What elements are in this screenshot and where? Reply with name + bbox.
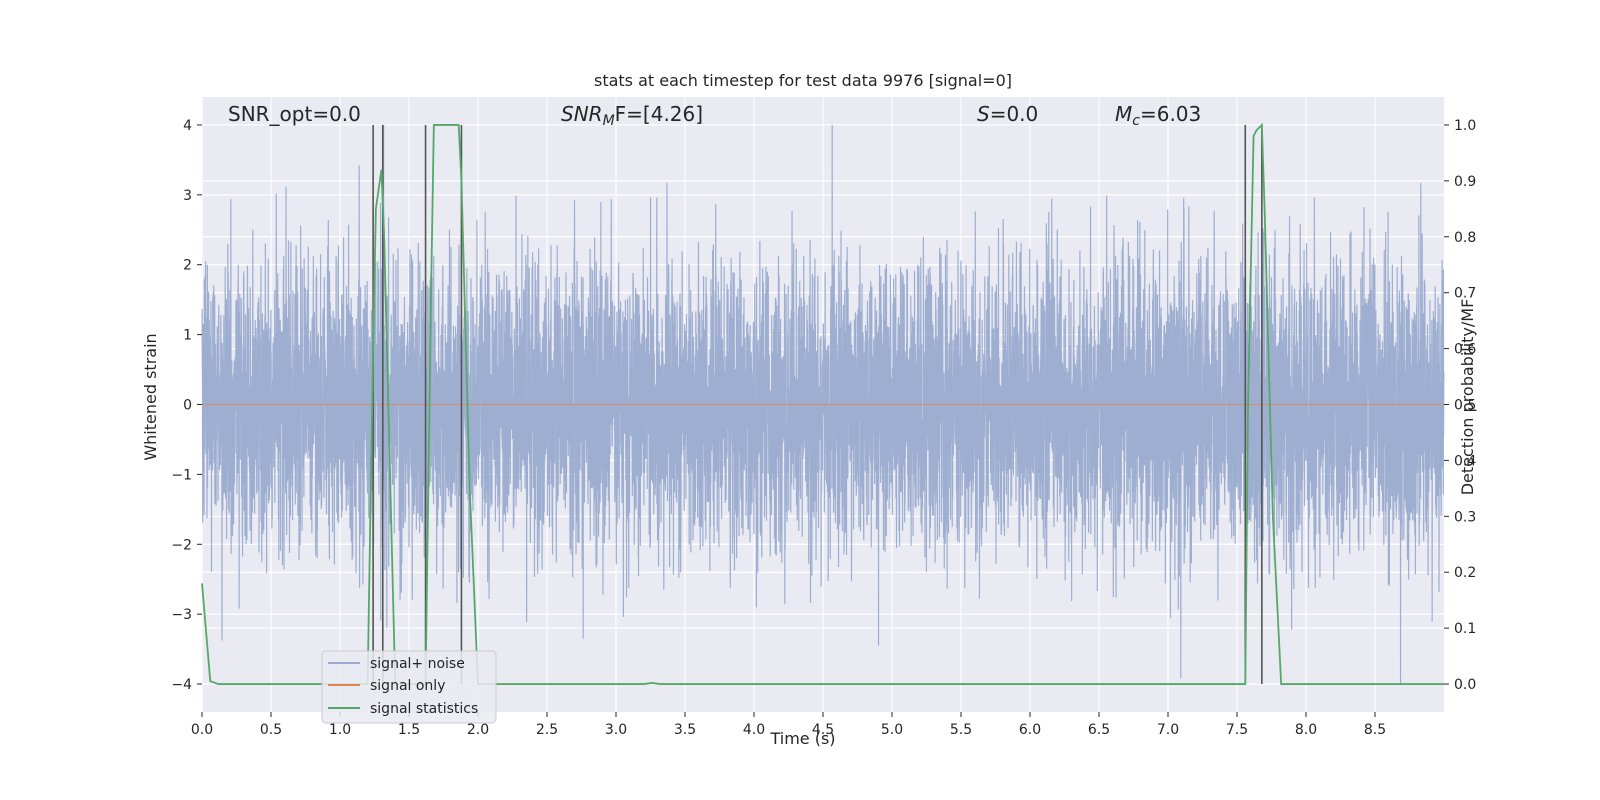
annotation-snr-mf: SNRMF=[4.26] (561, 102, 703, 129)
x-tick-label: 1.0 (329, 722, 351, 738)
legend-label-signal-statistics: signal statistics (370, 701, 478, 717)
series-signal-statistics (201, 122, 1444, 685)
y-tick-label-right: 0.9 (1454, 174, 1476, 190)
annotation-s-main: S (977, 102, 990, 126)
y-tick-labels-left: 4 3 2 1 0 −1 −2 −3 −4 (171, 118, 202, 693)
vertical-markers (372, 124, 1263, 685)
signal-statistics-line (201, 122, 1444, 685)
y-tick-label-left: −3 (171, 607, 192, 623)
annotation-mc-main: M (1115, 102, 1132, 126)
y-tick-label-right: 0.4 (1454, 453, 1476, 469)
annotation-snr-mf-main: SNR (561, 102, 603, 126)
chart-title: stats at each timestep for test data 997… (594, 71, 1012, 90)
x-axis-label: Time (s) (769, 729, 835, 748)
y-axis-label-left: Whitened strain (141, 333, 160, 460)
annotation-snr-opt: SNR_opt=0.0 (228, 102, 361, 126)
x-tick-label: 2.0 (467, 722, 489, 738)
y-tick-labels-right: 1.0 0.9 0.8 0.7 0.6 0.5 0.4 0.3 0.2 0.1 0.0 (1444, 118, 1476, 693)
y-tick-label-right: 0.1 (1454, 621, 1476, 637)
y-tick-label-right: 0.8 (1454, 230, 1476, 246)
y-tick-label-right: 0.7 (1454, 286, 1476, 302)
annotation-snr-mf-sub: M (603, 113, 615, 129)
y-tick-label-right: 0.2 (1454, 565, 1476, 581)
y-tick-label-right: 0.3 (1454, 509, 1476, 525)
y-tick-label-right: 0.6 (1454, 342, 1476, 358)
y-tick-label-left: 2 (183, 258, 192, 274)
y-tick-label-left: −1 (171, 467, 192, 483)
y-tick-label-right: 0.5 (1454, 398, 1476, 414)
annotation-mc-sub: c (1132, 113, 1140, 129)
y-tick-label-right: 0.0 (1454, 677, 1476, 693)
annotation-s-rest: =0.0 (990, 102, 1039, 126)
x-tick-label: 0.0 (191, 722, 213, 738)
x-tick-label: 4.5 (812, 722, 834, 738)
x-tick-label: 3.0 (605, 722, 627, 738)
x-tick-label: 5.5 (950, 722, 972, 738)
annotation-mc-rest: =6.03 (1140, 102, 1201, 126)
annotation-mc: Mc=6.03 (1115, 102, 1201, 129)
x-tick-label: 8.5 (1364, 722, 1386, 738)
legend-label-signal-noise: signal+ noise (370, 656, 465, 672)
x-tick-labels: 0.0 0.5 1.0 1.5 2.0 2.5 3.0 3.5 4.0 4.5 5.0 5.5 6.0 6… (191, 712, 1386, 738)
legend-box (321, 650, 497, 724)
x-tick-label: 1.5 (398, 722, 420, 738)
y-tick-label-right: 1.0 (1454, 118, 1476, 134)
x-tick-label: 0.5 (260, 722, 282, 738)
annotation-snr-mf-rest: F=[4.26] (615, 102, 703, 126)
legend: signal+ noise signal only signal statist… (321, 650, 497, 724)
y-tick-label-left: 1 (183, 328, 192, 344)
x-tick-label: 8.0 (1295, 722, 1317, 738)
x-tick-label: 4.0 (743, 722, 765, 738)
y-tick-label-left: 3 (183, 188, 192, 204)
x-tick-label: 3.5 (674, 722, 696, 738)
series-signal-noise (201, 124, 1445, 685)
annotation-s: S=0.0 (977, 102, 1038, 126)
y-tick-label-left: 4 (183, 118, 192, 134)
x-tick-label: 7.0 (1157, 722, 1179, 738)
y-axis-label-right: Detection probability/MF (1458, 299, 1477, 496)
x-tick-label: 2.5 (536, 722, 558, 738)
x-tick-label: 5.0 (881, 722, 903, 738)
noise-line (201, 124, 1445, 685)
x-tick-label: 7.5 (1226, 722, 1248, 738)
x-tick-label: 6.5 (1088, 722, 1110, 738)
x-tick-label: 6.0 (1019, 722, 1041, 738)
y-tick-label-left: −2 (171, 537, 192, 553)
y-tick-label-left: 0 (183, 398, 192, 414)
legend-label-signal-only: signal only (370, 678, 445, 694)
y-tick-label-left: −4 (171, 677, 192, 693)
